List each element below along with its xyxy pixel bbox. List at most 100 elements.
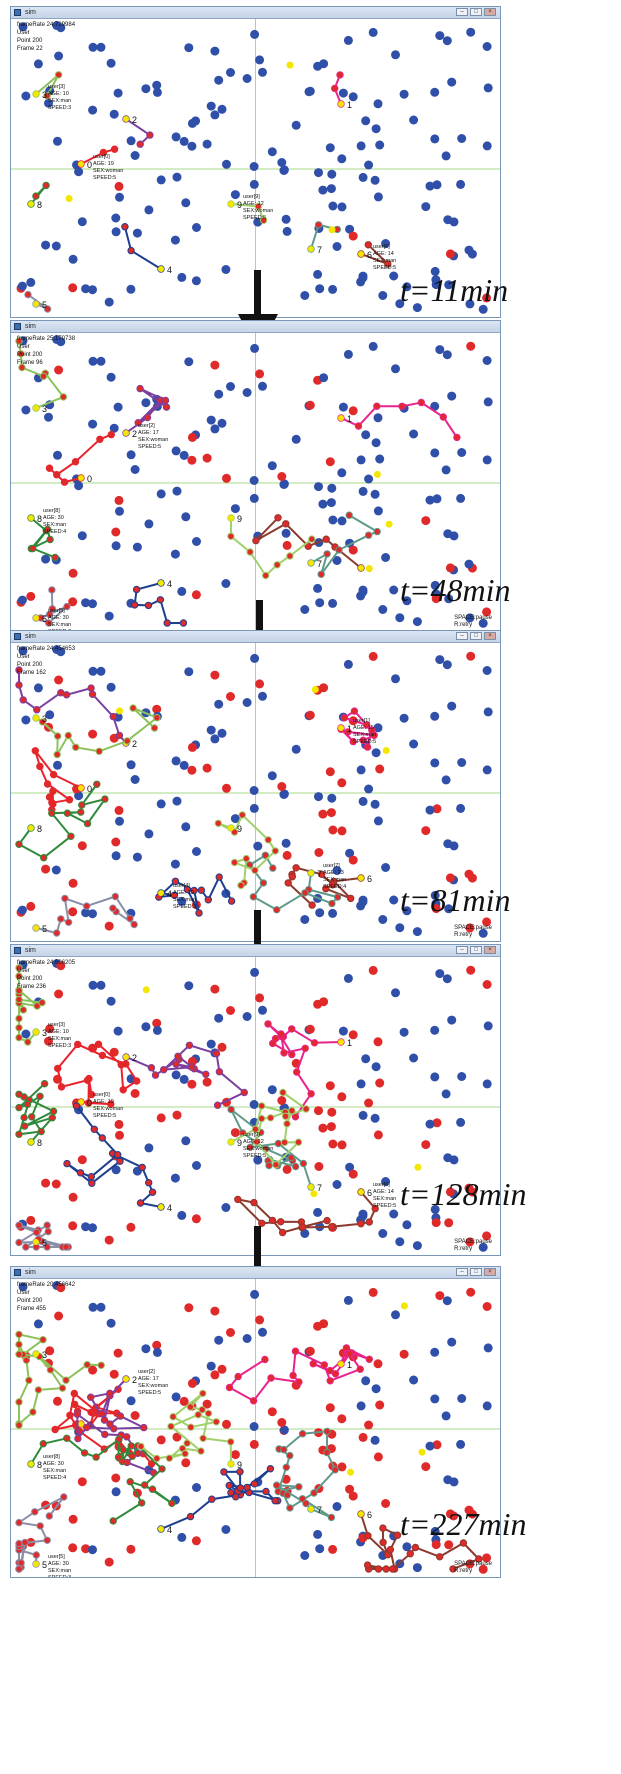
point-of-interest [483, 1343, 493, 1353]
minimize-button[interactable]: – [456, 1268, 468, 1276]
point-of-interest [441, 1411, 451, 1421]
agent-id-label: 3 [42, 1028, 47, 1038]
time-label: t=81min [400, 882, 511, 918]
point-of-interest [456, 1439, 466, 1449]
simulation-canvas[interactable]: 0 1 2 user[2] AGE: 17 SEX:woman SPEED:5 3 4 5 user… [11, 1279, 500, 1577]
agent-info-label: user[3] [48, 1022, 65, 1028]
trajectory-node [475, 1555, 483, 1563]
point-of-interest [444, 280, 454, 290]
agent-marker [78, 1421, 84, 1427]
visited-point [277, 1418, 287, 1427]
point-of-interest [457, 758, 467, 767]
trajectory-node [382, 1565, 390, 1573]
trajectory-node [215, 873, 223, 881]
point-of-interest [109, 109, 119, 119]
trajectory-node [234, 1195, 242, 1204]
point-of-interest [314, 168, 323, 178]
visited-point [432, 804, 442, 814]
agent-id-label: 2 [132, 429, 137, 439]
point-of-interest [21, 1029, 31, 1039]
simulation-canvas[interactable]: 0 user[0] AGE: 19 SEX:woman SPEED:5 1 2 3 user[3… [11, 957, 500, 1255]
sim-window-1[interactable]: sim – □ × 0 user[0] AGE: 19 SEX:woman SPEED:… [10, 6, 501, 318]
point-of-interest [430, 401, 440, 411]
point-of-interest [482, 141, 492, 151]
visited-point [326, 808, 336, 818]
minimize-button[interactable]: – [456, 632, 468, 640]
sim-window-4[interactable]: sim – □ × 0 user[0] AGE: 19 SEX:woman SPEED:… [10, 944, 501, 1256]
simulation-canvas[interactable]: 0 user[0] AGE: 19 SEX:woman SPEED:5 1 2 3 user[3… [11, 19, 500, 317]
sim-window-2[interactable]: sim 0 1 2 user[2] AGE: 17 SEX:woman SPEED:5 3 4 5… [10, 320, 501, 632]
point-of-interest [371, 438, 381, 448]
point-of-interest [281, 214, 291, 224]
close-button[interactable]: × [484, 632, 496, 640]
point-of-interest [412, 303, 422, 313]
trajectory-node [48, 586, 56, 594]
close-button[interactable]: × [484, 1268, 496, 1276]
agent-id-label: 0 [87, 784, 92, 794]
trajectory-node [15, 1033, 23, 1042]
agent-id-label: 0 [87, 160, 92, 170]
point-of-interest [156, 799, 166, 809]
trajectory-node [87, 1173, 96, 1181]
maximize-button[interactable]: □ [470, 946, 482, 954]
agent-marker [123, 1054, 129, 1060]
point-of-interest [51, 865, 61, 875]
visited-point [282, 850, 292, 860]
trajectory-node [326, 1377, 334, 1385]
simulation-canvas[interactable]: 0 1 2 user[2] AGE: 17 SEX:woman SPEED:5 3 4 5 user… [11, 333, 500, 631]
visited-point [431, 904, 441, 914]
point-of-interest [361, 116, 371, 126]
trajectory-node [281, 1112, 290, 1121]
visited-point [373, 1130, 383, 1140]
sim-window-3[interactable]: sim – □ × 0 1 user[1] AGE: 15 SEX:man SPEED:5… [10, 630, 501, 942]
visited-point [445, 1187, 455, 1197]
visited-point [109, 1047, 119, 1057]
visited-point [482, 917, 492, 927]
trajectory-node [121, 223, 129, 231]
trajectory-node [225, 1383, 234, 1392]
point-of-interest [106, 682, 116, 692]
agent-info-label: AGE: 17 [138, 1376, 159, 1382]
visited-point [435, 1291, 445, 1301]
minimize-button[interactable]: – [456, 8, 468, 16]
maximize-button[interactable]: □ [470, 8, 482, 16]
trajectory-node [63, 1159, 71, 1168]
visited-point [226, 692, 235, 701]
trajectory-node [257, 1114, 266, 1123]
pause-hint: SPACE:pause [454, 925, 492, 931]
point-of-interest [432, 494, 442, 504]
title-bar[interactable]: sim – □ × [11, 631, 500, 643]
point-of-interest [250, 343, 260, 353]
minimize-button[interactable]: – [456, 946, 468, 954]
point-of-interest [258, 1005, 267, 1015]
close-button[interactable]: × [484, 946, 496, 954]
visited-point [111, 837, 121, 847]
title-bar[interactable]: sim – □ × [11, 945, 500, 957]
point-of-interest [279, 1425, 289, 1435]
title-bar[interactable]: sim – □ × [11, 7, 500, 19]
point-of-interest [21, 91, 31, 101]
point-of-interest [345, 224, 355, 234]
point-of-interest [358, 1211, 368, 1221]
trajectory-node [242, 854, 251, 863]
point-of-interest [358, 486, 368, 496]
maximize-button[interactable]: □ [470, 1268, 482, 1276]
simulation-canvas[interactable]: 0 1 user[1] AGE: 15 SEX:man SPEED:5 2 3 4 user[4]… [11, 643, 500, 941]
trajectory-node [291, 1347, 300, 1355]
title-bar[interactable]: sim – □ × [11, 1267, 500, 1279]
close-button[interactable]: × [484, 8, 496, 16]
agent-id-label: 8 [37, 1138, 42, 1148]
agent-info-label: AGE: 10 [48, 91, 69, 97]
visited-point [482, 293, 492, 303]
controls-hint: SPACE:pause R:retry [454, 1239, 492, 1253]
sim-window-5[interactable]: sim – □ × 0 1 2 user[2] AGE: 17 SEX:woman SPEE… [10, 1266, 501, 1578]
trajectory-node [106, 1389, 114, 1398]
maximize-button[interactable]: □ [470, 632, 482, 640]
trajectory-node [130, 920, 138, 929]
point-of-interest [430, 758, 440, 768]
title-bar[interactable]: sim [11, 321, 500, 333]
visited-point [444, 1218, 454, 1228]
visited-point [348, 231, 358, 241]
trajectory-node [258, 1102, 266, 1110]
trajectory-node [212, 1418, 221, 1426]
